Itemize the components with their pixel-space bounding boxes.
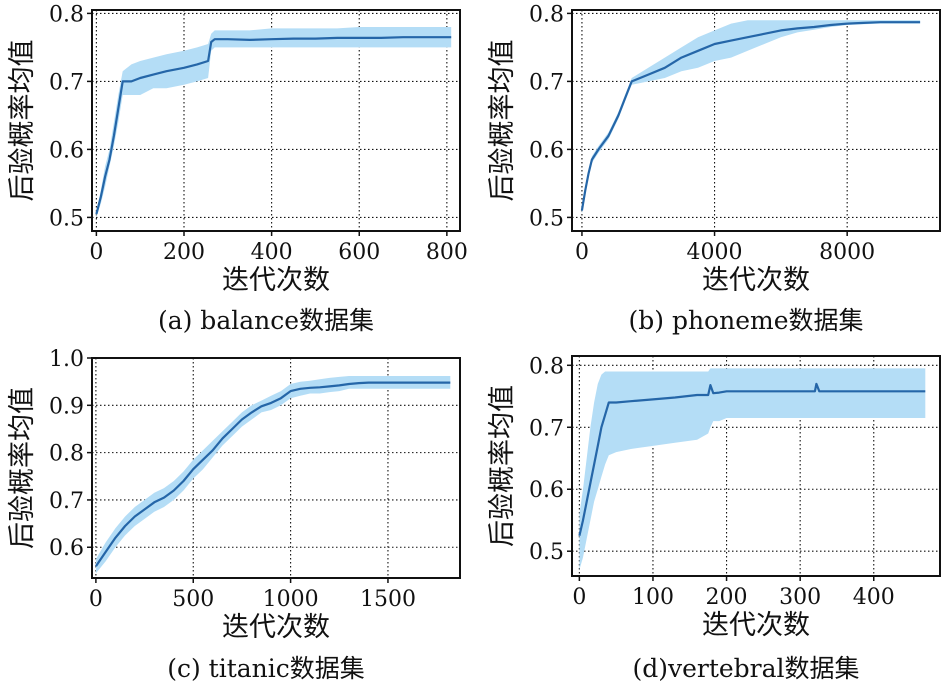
- y-tick-label: 0.6: [529, 138, 564, 163]
- x-tick-label: 400: [251, 240, 293, 265]
- chart-panel-1: 0 200 400 600 800 0.5 0.6 0.7 0.8 迭代次数 后验概率均值 (a) b…: [7, 2, 468, 335]
- mean-line-1: [580, 21, 921, 211]
- y-tick-label: 0.8: [49, 2, 84, 27]
- panel-caption: (c) titanic数据集: [167, 654, 365, 683]
- x-tick-label: 0: [572, 585, 586, 610]
- y-tick-label: 0.7: [49, 489, 84, 514]
- y-axis-label: 后验概率均值: [487, 385, 518, 547]
- mean-line-1: [95, 36, 452, 215]
- x-tick-label: 0: [89, 240, 103, 265]
- x-tick-label: 800: [426, 240, 468, 265]
- chart-panel-4: 0 100 200 300 400 0.5 0.6 0.7 0.8 迭代次数 后验概率均值 (d)ve…: [487, 354, 941, 683]
- x-tick-label: 600: [338, 240, 380, 265]
- plot-area: [580, 20, 921, 215]
- panel-caption: (a) balance数据集: [158, 306, 374, 335]
- y-axis-label: 后验概率均值: [7, 40, 38, 202]
- chart-panel-2: 0 4000 8000 0.5 0.6 0.7 0.8 迭代次数 后验概率均值 (b) phone…: [487, 2, 941, 335]
- y-tick-label: 0.6: [49, 138, 84, 163]
- y-tick-label: 0.8: [49, 442, 84, 467]
- y-tick-label: 0.7: [529, 70, 564, 95]
- axes-frame: [91, 9, 461, 232]
- x-tick-label: 0: [575, 240, 589, 265]
- y-tick-label: 0.5: [529, 540, 564, 565]
- x-tick-label: 200: [706, 585, 748, 610]
- plot-area: [578, 368, 926, 570]
- axes-frame: [571, 355, 941, 577]
- y-tick-label: 0.8: [529, 354, 564, 379]
- y-tick-label: 0.7: [529, 416, 564, 441]
- x-tick-label: 1000: [263, 587, 319, 612]
- y-tick-label: 0.7: [49, 70, 84, 95]
- confidence-band-1: [579, 368, 926, 570]
- y-tick-label: 0.5: [529, 206, 564, 231]
- x-tick-label: 500: [172, 587, 214, 612]
- y-axis-label: 后验概率均值: [487, 40, 518, 202]
- chart-panel-3: 0 500 1000 1500 0.6 0.7 0.8 0.9 1.0 迭代次数 后验概率均值 (c)…: [7, 347, 461, 683]
- x-tick-label: 400: [853, 585, 895, 610]
- y-tick-label: 0.8: [529, 2, 564, 27]
- y-tick-label: 0.5: [49, 206, 84, 231]
- y-axis-label: 后验概率均值: [7, 387, 38, 549]
- y-tick-label: 1.0: [49, 347, 84, 372]
- x-tick-label: 100: [632, 585, 674, 610]
- confidence-band-1: [96, 27, 452, 218]
- panel-caption: (d)vertebral数据集: [632, 654, 859, 683]
- x-tick-label: 300: [779, 585, 821, 610]
- x-axis-label: 迭代次数: [702, 265, 810, 296]
- plot-area: [95, 27, 452, 218]
- x-tick-label: 4000: [687, 240, 743, 265]
- mean-line-1: [94, 381, 451, 567]
- panel-caption: (b) phoneme数据集: [628, 306, 863, 335]
- x-tick-label: 0: [89, 587, 103, 612]
- plot-area: [94, 376, 451, 574]
- y-tick-label: 0.6: [49, 536, 84, 561]
- x-tick-label: 8000: [819, 240, 875, 265]
- y-tick-label: 0.6: [529, 478, 564, 503]
- x-tick-label: 200: [163, 240, 205, 265]
- y-tick-label: 0.9: [49, 394, 84, 419]
- axes-frame: [571, 9, 941, 232]
- mean-line-1: [578, 382, 926, 536]
- x-axis-label: 迭代次数: [222, 612, 330, 643]
- confidence-band-1: [581, 20, 921, 215]
- x-tick-label: 1500: [360, 587, 416, 612]
- axes-frame: [91, 357, 461, 579]
- x-axis-label: 迭代次数: [222, 265, 330, 296]
- x-axis-label: 迭代次数: [702, 610, 810, 641]
